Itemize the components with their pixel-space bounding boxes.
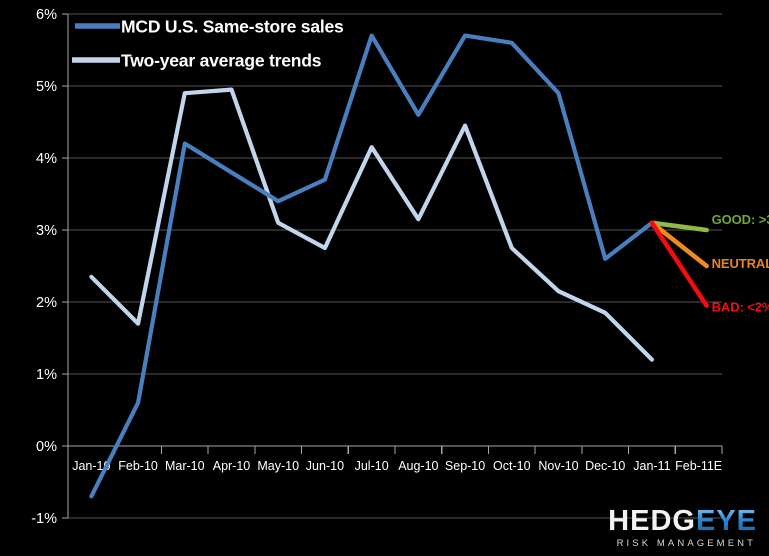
y-axis-tick-label: 0% [36,439,57,455]
chart-legend: MCD U.S. Same-store sales Two-year averag… [72,17,344,71]
y-axis-tick-label: 2% [36,295,57,311]
y-axis-tick-label: 1% [36,367,57,383]
annotation-label-good: GOOD: >3% [712,212,769,227]
x-axis-tick-label: Oct-10 [493,459,531,473]
legend-label: MCD U.S. Same-store sales [121,17,344,37]
x-axis-tick-label: Aug-10 [398,459,438,473]
annotation-line-neutral [649,220,709,269]
x-axis-tick-labels: Jan-10 Feb-10 Mar-10 Apr-10 May-10 Jun-10 Jul-… [72,459,722,473]
legend-label: Two-year average trends [121,51,322,71]
x-axis-tick-label: Mar-10 [165,459,205,473]
series-line [89,33,655,499]
hedgeye-wordmark: HEDGEYE [608,504,757,537]
x-axis-tick-label: Jun-10 [306,459,344,473]
annotation-line-good [649,220,709,233]
x-axis-tick-label: Apr-10 [213,459,251,473]
x-axis-tick-label: Feb-10 [118,459,158,473]
x-axis-tick-label: Jan-10 [72,459,110,473]
annotation-lines [649,220,709,308]
y-axis-tick-label: 5% [36,79,57,95]
x-axis-tick-label: Feb-11E [675,459,722,473]
x-axis-tick-label: Jan-11 [633,459,670,473]
y-axis-tick-label: -1% [31,511,57,527]
x-axis-tick-label: May-10 [257,459,299,473]
x-axis-tick-label: Jul-10 [355,459,389,473]
y-axis-tick-label: 4% [36,151,57,167]
annotation-labels: GOOD: >3% NEUTRAL BAD: <2% [712,212,769,315]
x-axis-tick-label: Dec-10 [585,459,625,473]
hedgeye-logo: HEDGEYE RISK MANAGEMENT [608,504,757,549]
annotation-line-bad [649,220,709,308]
x-axis-tick-label: Nov-10 [538,459,578,473]
y-axis-tick-labels: 6% 5% 4% 3% 2% 1% 0% -1% [31,7,57,527]
y-axis-tick-label: 6% [36,7,57,23]
y-axis-tick-label: 3% [36,223,57,239]
logo-word-accent: EYE [695,504,757,537]
data-series-layer [89,33,655,499]
annotation-label-neutral: NEUTRAL [712,256,769,271]
annotation-label-bad: BAD: <2% [712,300,769,315]
series-line [89,87,655,362]
x-axis-tick-label: Sep-10 [445,459,485,473]
logo-word-primary: HEDG [608,504,696,537]
logo-tagline: RISK MANAGEMENT [616,537,756,549]
